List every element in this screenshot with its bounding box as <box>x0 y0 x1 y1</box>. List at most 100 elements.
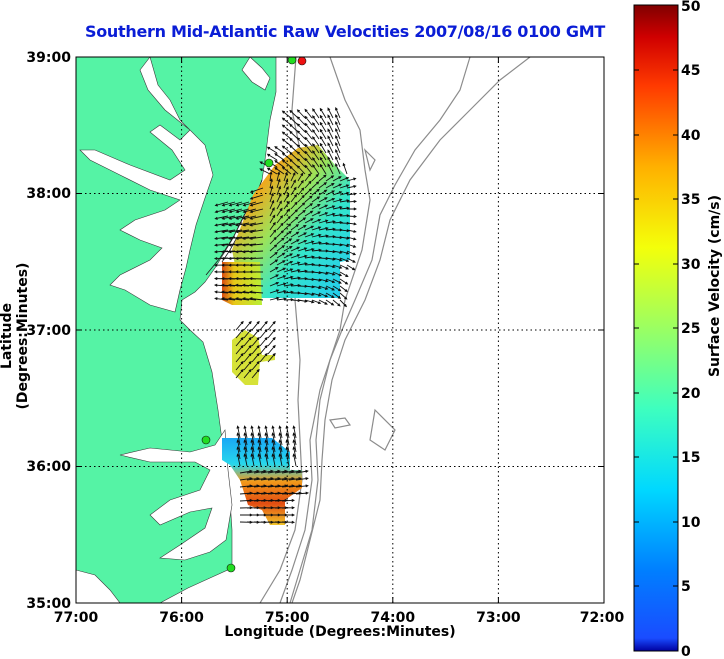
velocity-arrow <box>269 236 277 245</box>
velocity-arrow <box>241 250 257 254</box>
velocity-arrow <box>295 477 309 481</box>
velocity-arrow <box>295 469 309 474</box>
velocity-arrow <box>235 290 250 294</box>
velocity-arrow <box>249 243 264 247</box>
velocity-arrow <box>257 432 262 446</box>
velocity-arrow <box>276 245 285 252</box>
velocity-arrow <box>290 254 301 259</box>
velocity-arrow <box>304 108 313 119</box>
velocity-arrow <box>318 285 329 290</box>
velocity-arrow <box>267 352 276 363</box>
velocity-arrow <box>304 122 313 133</box>
velocity-arrow <box>249 201 264 207</box>
velocity-arrow <box>346 257 356 263</box>
velocity-arrow <box>249 208 264 214</box>
velocity-arrow <box>332 205 343 210</box>
velocity-arrow <box>327 107 334 119</box>
velocity-arrow <box>251 336 260 347</box>
velocity-arrow <box>228 236 243 240</box>
velocity-arrow <box>251 360 260 371</box>
velocity-arrow <box>243 352 252 363</box>
velocity-arrow <box>311 173 319 182</box>
velocity-arrow <box>235 360 244 371</box>
velocity-arrow <box>304 195 313 203</box>
velocity-arrow <box>335 134 341 147</box>
velocity-arrow <box>283 246 293 252</box>
velocity-arrow <box>259 344 268 355</box>
velocity-arrow <box>304 164 313 175</box>
velocity-arrow <box>304 136 313 147</box>
velocity-arrow <box>235 201 250 207</box>
velocity-arrow <box>276 200 282 210</box>
velocity-arrow <box>285 453 290 467</box>
velocity-arrow <box>276 215 284 224</box>
velocity-arrow <box>318 271 329 275</box>
velocity-arrow <box>296 116 306 126</box>
velocity-arrow <box>214 290 229 294</box>
velocity-arrow <box>318 226 329 231</box>
velocity-arrow <box>213 250 229 254</box>
velocity-arrow <box>278 439 283 453</box>
colorbar-tick-label: 10 <box>681 515 701 531</box>
velocity-arrow <box>312 150 320 161</box>
velocity-arrow <box>243 425 248 439</box>
velocity-arrow <box>311 299 322 305</box>
velocity-arrow <box>249 215 264 220</box>
velocity-arrow <box>339 199 350 203</box>
velocity-arrow <box>250 439 255 453</box>
velocity-arrow <box>319 135 327 147</box>
velocity-arrow <box>289 165 299 175</box>
velocity-arrow <box>221 243 236 247</box>
velocity-field-north-virginia <box>232 145 350 298</box>
velocity-arrow <box>332 299 341 307</box>
velocity-arrow <box>249 222 264 227</box>
velocity-arrow <box>266 153 278 161</box>
velocity-arrow <box>251 320 260 331</box>
velocity-arrow <box>311 285 322 290</box>
velocity-arrow <box>274 153 285 161</box>
velocity-arrow <box>290 224 299 231</box>
velocity-arrow <box>304 210 314 217</box>
velocity-arrow <box>249 283 264 287</box>
velocity-arrow <box>221 201 236 207</box>
velocity-arrow <box>259 168 271 175</box>
colorbar-tick-label: 20 <box>681 386 701 402</box>
velocity-arrow <box>325 205 336 210</box>
velocity-arrow <box>242 229 257 234</box>
velocity-arrow <box>283 238 293 245</box>
velocity-arrow <box>292 439 297 453</box>
velocity-arrow <box>281 506 295 510</box>
velocity-arrow <box>278 446 283 460</box>
velocity-arrow <box>339 271 349 277</box>
velocity-arrow <box>332 292 342 299</box>
velocity-arrow <box>276 185 281 196</box>
velocity-arrow <box>327 128 334 140</box>
velocity-arrow <box>251 352 260 363</box>
velocity-arrow <box>276 252 286 259</box>
velocity-arrow <box>228 290 243 294</box>
velocity-arrow <box>296 151 306 161</box>
velocity-arrow <box>281 117 292 126</box>
velocity-arrow <box>235 368 244 379</box>
velocity-arrow <box>346 184 357 189</box>
velocity-arrow <box>327 121 334 133</box>
velocity-arrow <box>235 243 250 247</box>
velocity-arrow <box>283 208 291 217</box>
velocity-arrow <box>236 446 241 460</box>
x-tick-label: 73:00 <box>476 610 521 626</box>
y-tick-label: 39:00 <box>26 50 71 66</box>
velocity-arrow <box>290 216 299 224</box>
velocity-arrow <box>269 221 276 231</box>
velocity-arrow <box>297 217 307 224</box>
x-tick-label: 76:00 <box>159 610 204 626</box>
velocity-arrow <box>325 278 336 284</box>
velocity-vectors <box>213 106 358 524</box>
velocity-arrow <box>264 446 269 460</box>
velocity-arrow <box>228 208 243 214</box>
velocity-arrow <box>259 352 268 363</box>
velocity-arrow <box>271 425 276 439</box>
velocity-arrow <box>269 259 279 266</box>
velocity-arrow <box>235 352 244 363</box>
velocity-arrow <box>267 344 276 355</box>
